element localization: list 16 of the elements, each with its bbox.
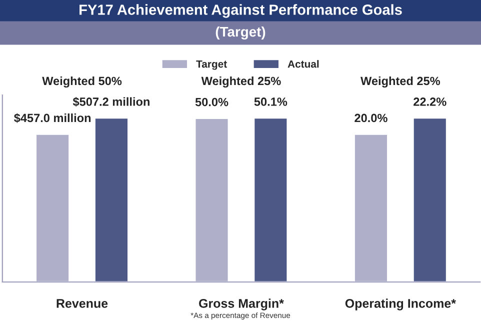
x-tick-label: Revenue — [56, 299, 108, 308]
text: Weighted 25% — [201, 76, 281, 88]
data-label: 20.0% — [354, 114, 388, 122]
data-label: $457.0 million — [14, 113, 91, 123]
data-label: $507.2 million — [72, 97, 150, 107]
text: Weighted 50% — [42, 76, 122, 88]
chart-subtitle: (Target) — [216, 26, 266, 40]
x-tick-label: Operating Income* — [345, 298, 456, 310]
data-label: 22.2% — [414, 98, 446, 106]
data-label: 50.0% — [195, 98, 228, 106]
x-tick-label: Gross Margin* — [199, 298, 284, 310]
text: Weighted 25% — [360, 76, 440, 88]
chart-title: FY17 Achievement Against Performance Goals — [80, 4, 402, 18]
legend-label: Target — [196, 60, 227, 70]
legend-label: Actual — [288, 60, 319, 68]
data-label: 50.1% — [254, 98, 288, 106]
